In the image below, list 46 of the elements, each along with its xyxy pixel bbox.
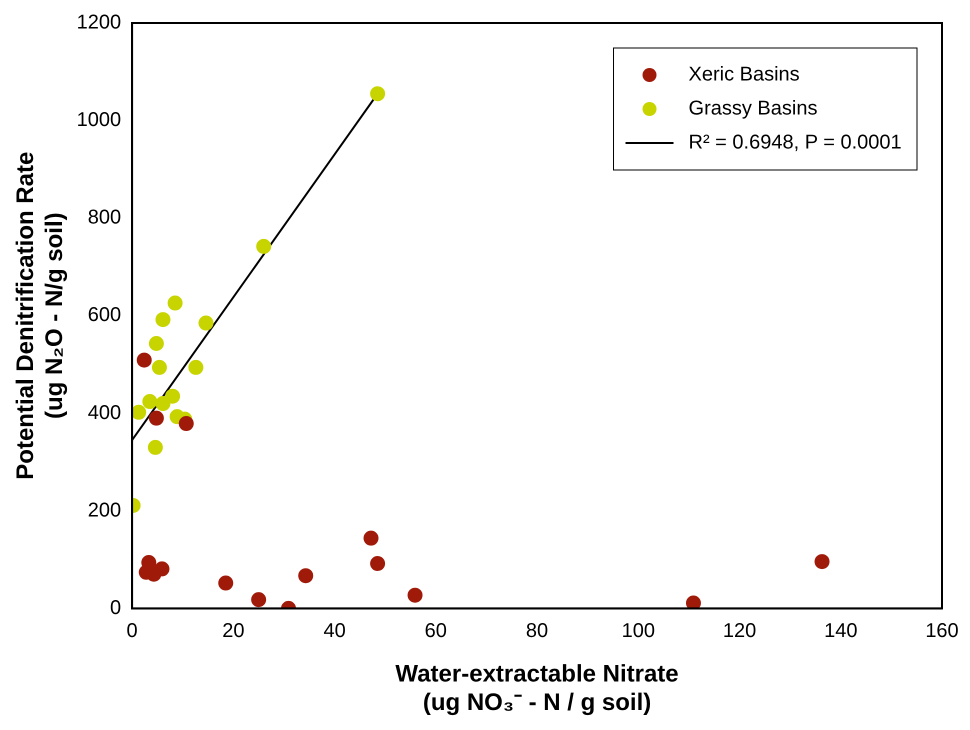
point: [370, 86, 386, 102]
y-axis-title: Potential Denitrification Rate (ug N₂O - N/g soil): [12, 152, 68, 480]
point: [152, 360, 167, 375]
point: [165, 388, 180, 404]
y-tick-label: 200: [88, 499, 122, 522]
y-tick-label: 800: [88, 206, 122, 229]
x-axis-title: Water-extractable Nitrate (ug NO₃⁻ - N / g soil): [395, 660, 679, 716]
point: [148, 336, 164, 352]
point: [298, 568, 314, 584]
point: [136, 352, 152, 368]
point: [408, 588, 423, 603]
legend-label: Grassy Basins: [688, 98, 818, 120]
point: [251, 592, 266, 608]
point: [364, 530, 379, 546]
point: [178, 416, 194, 432]
legend-label: R² = 0.6948, P = 0.0001: [688, 132, 902, 154]
y-tick-label: 0: [110, 596, 122, 619]
x-tick-label: 100: [622, 620, 655, 642]
point: [198, 316, 214, 331]
point: [148, 410, 164, 426]
point: [132, 404, 146, 420]
x-tick-label: 40: [323, 620, 346, 642]
point: [188, 360, 204, 375]
point: [155, 312, 170, 328]
point: [814, 554, 830, 570]
point: [370, 556, 386, 572]
y-tick-label: 400: [88, 402, 122, 424]
x-tick-label: 120: [722, 620, 756, 642]
point: [155, 396, 170, 412]
y-tick-label: 1000: [76, 109, 122, 132]
point: [218, 576, 234, 591]
point: [154, 561, 170, 576]
x-tick-label: 80: [526, 620, 548, 642]
point: [686, 596, 701, 608]
x-tick-label: 140: [824, 620, 858, 642]
point: [168, 296, 183, 311]
legend-label: Xeric Basins: [688, 64, 800, 86]
x-tick-label: 60: [424, 620, 447, 642]
x-tick-label: 0: [126, 620, 138, 642]
point: [256, 238, 272, 254]
y-tick-label: 1200: [76, 12, 122, 34]
point: [148, 440, 163, 455]
x-tick-label: 20: [222, 620, 244, 642]
point: [142, 394, 158, 410]
x-tick-label: 160: [925, 620, 959, 642]
y-tick-label: 600: [88, 304, 122, 326]
